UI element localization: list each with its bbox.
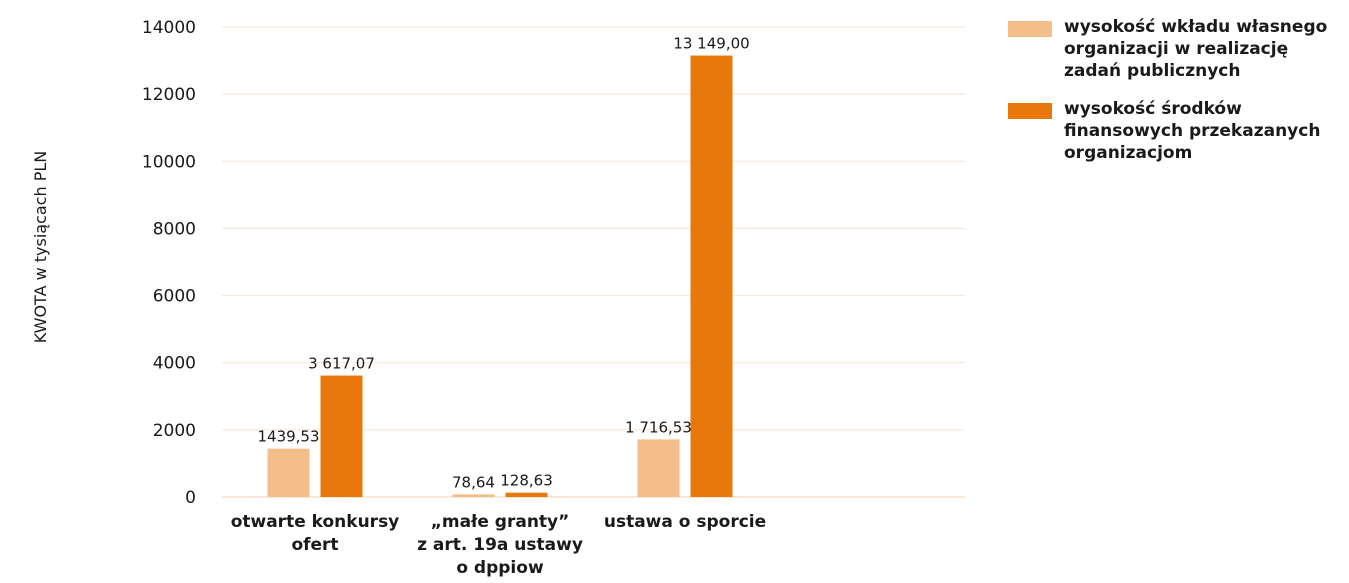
y-tick-label: 12000 <box>142 85 196 105</box>
y-tick-label: 14000 <box>142 18 196 38</box>
x-axis: otwarte konkursy ofert „małe granty” z art.… <box>231 512 766 578</box>
bar-series2-cat2 <box>505 492 548 497</box>
legend: wysokość wkładu własnego organizacji w r… <box>1008 16 1343 180</box>
data-label: 128,63 <box>500 472 553 490</box>
y-tick-label: 4000 <box>153 354 196 374</box>
y-tick-label: 10000 <box>142 152 196 172</box>
y-axis: 0 2000 4000 6000 8000 10000 12000 14000 <box>142 18 196 508</box>
y-tick-label: 0 <box>185 488 196 508</box>
data-label: 1 716,53 <box>625 418 692 436</box>
x-category-line: o dppiow <box>456 558 544 578</box>
x-category-line: „małe granty” <box>431 512 570 532</box>
legend-swatch-own-contribution <box>1008 21 1052 37</box>
x-category-line: ofert <box>291 535 338 555</box>
bars <box>267 55 733 498</box>
bar-series1-cat2 <box>452 494 495 497</box>
data-label: 3 617,07 <box>308 355 375 373</box>
x-category-label: otwarte konkursy ofert <box>231 512 400 555</box>
x-category-line: ustawa o sporcie <box>604 512 766 532</box>
y-axis-title: KWOTA w tysiącach PLN <box>31 151 50 344</box>
bar-series2-cat1 <box>320 375 363 497</box>
x-category-line: z art. 19a ustawy <box>417 535 583 555</box>
data-label: 13 149,00 <box>673 35 749 53</box>
y-tick-label: 2000 <box>153 421 196 441</box>
x-category-label: ustawa o sporcie <box>604 512 766 532</box>
bar-series1-cat3 <box>637 439 680 497</box>
legend-item-own-contribution: wysokość wkładu własnego organizacji w r… <box>1008 16 1343 82</box>
data-labels: 1439,53 78,64 1 716,53 3 617,07 128,63 13 149… <box>257 35 749 492</box>
bar-series1-cat1 <box>267 448 310 497</box>
y-tick-label: 8000 <box>153 219 196 239</box>
data-label: 78,64 <box>452 473 495 491</box>
legend-label-funds-transferred: wysokość środków finansowych przekazanyc… <box>1064 99 1321 163</box>
x-category-label: „małe granty” z art. 19a ustawy o dppiow <box>417 512 583 578</box>
y-tick-label: 6000 <box>153 287 196 307</box>
legend-label-own-contribution: wysokość wkładu własnego organizacji w r… <box>1064 17 1328 81</box>
x-category-line: otwarte konkursy <box>231 512 400 532</box>
bar-series2-cat3 <box>690 55 733 498</box>
legend-swatch-funds-transferred <box>1008 103 1052 119</box>
data-label: 1439,53 <box>257 428 319 446</box>
legend-item-funds-transferred: wysokość środków finansowych przekazanyc… <box>1008 98 1343 164</box>
